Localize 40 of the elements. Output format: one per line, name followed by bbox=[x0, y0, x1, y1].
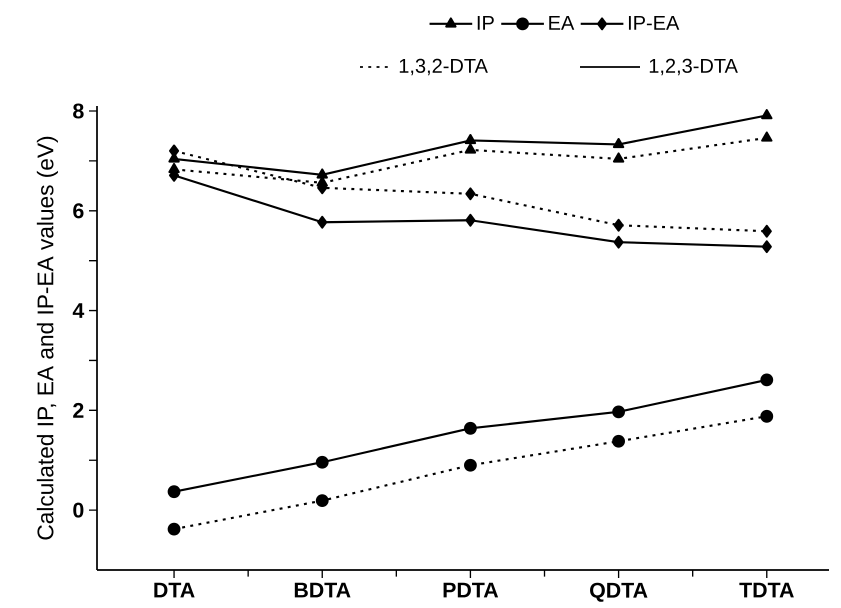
text: 1,2,3-DTA bbox=[650, 58, 738, 76]
y-tick-label: 8 bbox=[73, 103, 84, 119]
text: 1,3,2-DTA bbox=[400, 58, 488, 76]
point bbox=[316, 456, 329, 469]
point bbox=[612, 434, 625, 448]
point bbox=[612, 405, 625, 418]
y-tick-label: 0 bbox=[73, 502, 84, 518]
point bbox=[317, 216, 328, 229]
point bbox=[464, 458, 477, 472]
x-tick-label: PDTA bbox=[444, 582, 498, 598]
point bbox=[760, 374, 774, 386]
x-tick-label: BDTA bbox=[294, 582, 351, 598]
legend-label: EA bbox=[549, 16, 574, 30]
y-tick-label: 4 bbox=[72, 303, 84, 318]
point bbox=[761, 109, 772, 120]
point bbox=[762, 224, 772, 238]
x-tick-label: DTA bbox=[154, 582, 195, 598]
y-tick-label: 6 bbox=[73, 203, 84, 218]
point bbox=[464, 144, 476, 154]
point bbox=[168, 522, 180, 536]
point bbox=[612, 138, 624, 148]
point bbox=[761, 132, 772, 142]
point bbox=[465, 187, 476, 200]
point bbox=[614, 236, 624, 249]
x-tick-label: TDTA bbox=[739, 582, 794, 598]
point bbox=[464, 134, 476, 144]
point bbox=[612, 152, 624, 163]
y-tick-label: 2 bbox=[73, 402, 84, 418]
point bbox=[168, 485, 180, 498]
point bbox=[760, 410, 774, 423]
point bbox=[465, 214, 476, 227]
x-tick-label: QDTA bbox=[590, 582, 648, 602]
legend-label: IP-EA bbox=[628, 16, 680, 30]
point bbox=[464, 422, 477, 435]
legend-label: IP bbox=[478, 16, 494, 30]
y-axis-title: Calculated IP, EA and IP-EA values (eV) bbox=[36, 136, 58, 540]
point bbox=[316, 168, 328, 179]
point bbox=[762, 240, 772, 254]
point bbox=[614, 218, 624, 232]
point bbox=[316, 494, 329, 508]
